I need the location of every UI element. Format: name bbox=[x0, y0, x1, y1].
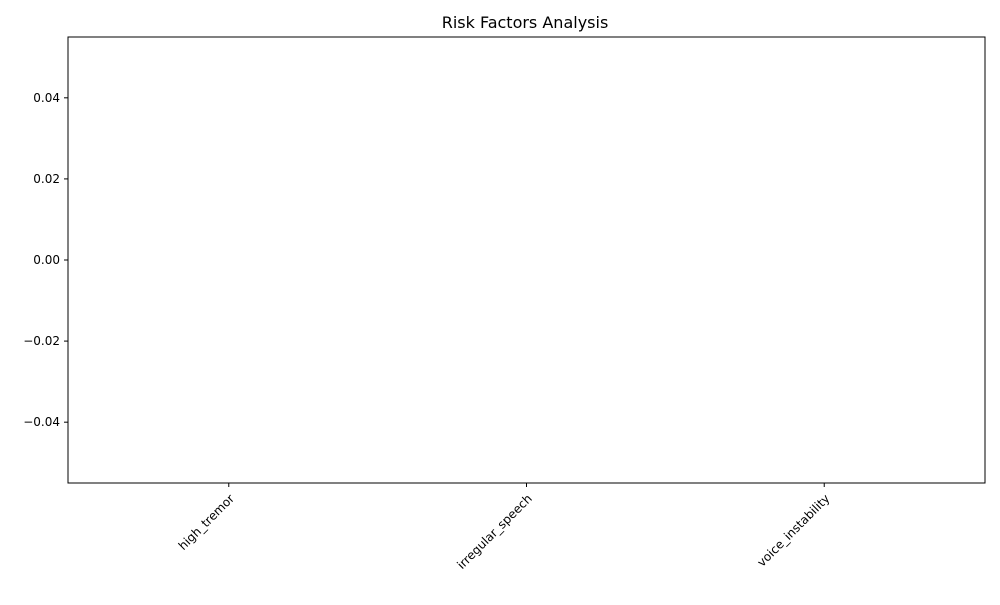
plot-frame bbox=[67, 36, 986, 484]
y-axis: −0.04 −0.02 0.00 0.02 0.04 bbox=[23, 91, 68, 429]
y-tick-label: −0.04 bbox=[23, 415, 60, 429]
y-tick-label: 0.04 bbox=[33, 91, 60, 105]
y-tick-label: −0.02 bbox=[23, 334, 60, 348]
y-tick-label: 0.00 bbox=[33, 253, 60, 267]
x-tick-label: irregular_speech bbox=[454, 491, 534, 571]
x-tick-label: voice_instability bbox=[754, 491, 832, 569]
chart-title: Risk Factors Analysis bbox=[442, 13, 609, 32]
x-axis: high_tremor irregular_speech voice_instabi… bbox=[176, 483, 833, 572]
y-tick-label: 0.02 bbox=[33, 172, 60, 186]
x-tick-label: high_tremor bbox=[176, 491, 237, 552]
